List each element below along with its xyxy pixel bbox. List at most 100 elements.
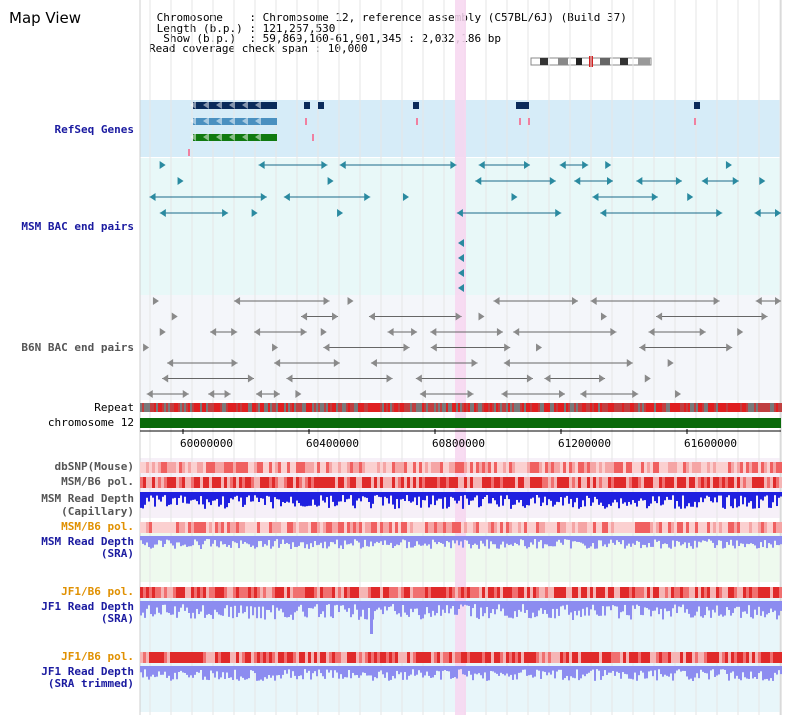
read-depth-bar bbox=[170, 492, 172, 505]
repeat-segment bbox=[702, 403, 704, 412]
bac-end-marker bbox=[231, 359, 238, 367]
polymorphism-cell bbox=[170, 587, 173, 598]
msm-depth-sra-label[interactable]: MSM Read Depth bbox=[41, 535, 134, 548]
refseq-genes-label[interactable]: RefSeq Genes bbox=[54, 123, 134, 136]
read-depth-bar bbox=[498, 536, 500, 549]
read-depth-bar bbox=[236, 492, 238, 496]
read-depth-bar bbox=[602, 666, 604, 677]
polymorphism-cell bbox=[758, 462, 761, 473]
polymorphism-cell bbox=[665, 477, 668, 488]
polymorphism-cell bbox=[281, 652, 284, 663]
read-depth-bar bbox=[228, 536, 230, 546]
read-depth-bar bbox=[586, 601, 588, 608]
read-depth-bar bbox=[414, 601, 416, 609]
read-depth-bar bbox=[750, 601, 752, 618]
read-depth-bar bbox=[294, 666, 296, 676]
read-depth-bar bbox=[234, 666, 236, 670]
polymorphism-cell bbox=[647, 652, 650, 663]
read-depth-bar bbox=[448, 492, 450, 507]
read-depth-bar bbox=[452, 601, 454, 606]
read-depth-bar bbox=[608, 492, 610, 505]
read-depth-bar bbox=[296, 536, 298, 548]
polymorphism-cell bbox=[494, 522, 497, 533]
read-depth-bar bbox=[536, 666, 538, 670]
read-depth-bar bbox=[532, 666, 534, 678]
polymorphism-cell bbox=[587, 477, 590, 488]
polymorphism-cell bbox=[269, 477, 272, 488]
read-depth-bar bbox=[460, 666, 462, 670]
polymorphism-cell bbox=[230, 522, 233, 533]
read-depth-bar bbox=[212, 536, 214, 544]
read-depth-bar bbox=[214, 536, 216, 541]
axis-tick-label: 60800000 bbox=[432, 437, 485, 450]
bac-end-marker bbox=[273, 390, 280, 398]
read-depth-bar bbox=[200, 601, 202, 612]
polymorphism-cell bbox=[239, 522, 242, 533]
repeat-segment bbox=[216, 403, 218, 412]
read-depth-bar bbox=[510, 536, 512, 545]
msm-b6-pol-label[interactable]: MSM/B6 pol. bbox=[61, 475, 134, 488]
read-depth-bar bbox=[410, 536, 412, 548]
polymorphism-cell bbox=[326, 522, 329, 533]
polymorphism-cell bbox=[527, 587, 530, 598]
polymorphism-cell bbox=[383, 652, 386, 663]
read-depth-bar bbox=[522, 492, 524, 507]
read-depth-bar bbox=[652, 536, 654, 547]
read-depth-bar bbox=[336, 601, 338, 605]
polymorphism-cell bbox=[167, 522, 170, 533]
read-depth-bar bbox=[174, 536, 176, 549]
msm-bac-label[interactable]: MSM BAC end pairs bbox=[21, 220, 134, 233]
read-depth-bar bbox=[616, 492, 618, 503]
read-depth-bar bbox=[554, 601, 556, 619]
repeat-segment bbox=[358, 403, 360, 412]
read-depth-bar bbox=[338, 536, 340, 549]
polymorphism-cell bbox=[677, 522, 680, 533]
read-depth-bar bbox=[280, 536, 282, 544]
msm-depth-cap-label[interactable]: MSM Read Depth bbox=[41, 492, 134, 505]
repeat-segment bbox=[382, 403, 384, 412]
read-depth-bar bbox=[354, 666, 356, 676]
polymorphism-cell bbox=[329, 522, 332, 533]
polymorphism-cell bbox=[281, 477, 284, 488]
polymorphism-cell bbox=[605, 477, 608, 488]
polymorphism-cell bbox=[389, 652, 392, 663]
jf1-b6-pol-2-label[interactable]: JF1/B6 pol. bbox=[61, 650, 134, 663]
read-depth-bar bbox=[184, 666, 186, 674]
repeat-segment bbox=[148, 403, 150, 412]
read-depth-bar bbox=[738, 536, 740, 546]
polymorphism-cell bbox=[320, 477, 323, 488]
read-depth-bar bbox=[224, 492, 226, 509]
read-depth-bar bbox=[490, 601, 492, 614]
read-depth-bar bbox=[668, 666, 670, 677]
bac-end-marker bbox=[332, 312, 339, 321]
polymorphism-cell bbox=[305, 522, 308, 533]
read-depth-bar bbox=[692, 492, 694, 507]
polymorphism-cell bbox=[743, 462, 746, 473]
read-depth-bar bbox=[626, 601, 628, 616]
jf1-b6-pol-label[interactable]: JF1/B6 pol. bbox=[61, 585, 134, 598]
repeat-segment bbox=[182, 403, 184, 412]
refseq-gene bbox=[516, 102, 529, 109]
dbsnp-label[interactable]: dbSNP(Mouse) bbox=[54, 460, 134, 473]
read-depth-bar bbox=[144, 492, 146, 505]
exon-marker bbox=[255, 133, 261, 141]
jf1-depth-trim-label[interactable]: JF1 Read Depth bbox=[41, 665, 134, 678]
polymorphism-cell bbox=[287, 652, 290, 663]
read-depth-bar bbox=[726, 601, 728, 608]
read-depth-bar bbox=[352, 666, 354, 673]
jf1-depth-sra-label[interactable]: JF1 Read Depth bbox=[41, 600, 134, 613]
read-depth-bar bbox=[492, 536, 494, 545]
polymorphism-cell bbox=[164, 462, 167, 473]
read-depth-bar bbox=[360, 492, 362, 502]
b6n-bac-label[interactable]: B6N BAC end pairs bbox=[21, 341, 134, 354]
read-depth-bar bbox=[206, 666, 208, 680]
read-depth-bar bbox=[494, 492, 496, 501]
msm-b6-pol-2-label[interactable]: MSM/B6 pol. bbox=[61, 520, 134, 533]
polymorphism-cell bbox=[662, 652, 665, 663]
read-depth-bar bbox=[620, 601, 622, 613]
polymorphism-cell bbox=[449, 522, 452, 533]
polymorphism-cell bbox=[674, 652, 677, 663]
polymorphism-cell bbox=[635, 652, 638, 663]
